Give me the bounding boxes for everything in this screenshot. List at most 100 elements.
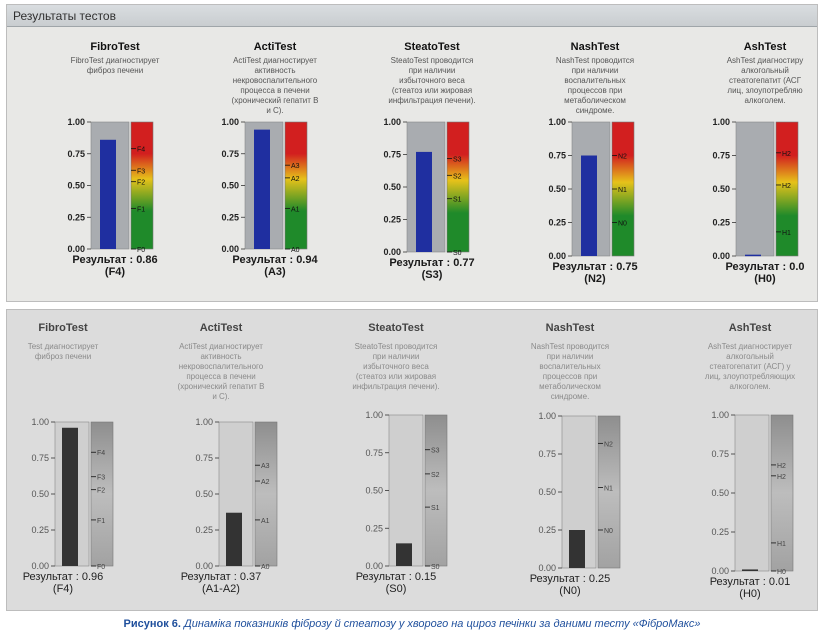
stage-marker-label: N2 — [604, 441, 613, 448]
stage-marker-label: F1 — [137, 206, 145, 213]
y-tick-label: 0.75 — [711, 449, 729, 459]
test-title: FibroTest — [38, 322, 88, 334]
stage-scale — [597, 415, 621, 569]
stage-marker-label: S1 — [453, 197, 462, 204]
y-tick-label: 1.00 — [548, 117, 566, 127]
gauge-chart: A3 A2 A1 A0 0.00 0.25 0.50 0.75 1.00 — [195, 417, 278, 571]
y-tick-label: 0.00 — [711, 566, 729, 576]
stage-marker-label: S1 — [431, 505, 440, 512]
y-tick-label: 0.75 — [712, 151, 730, 161]
results-panel-top: Результаты тестов FibroTest FibroTest диа… — [6, 4, 818, 302]
y-tick-label: 0.75 — [195, 453, 213, 463]
y-tick-label: 0.25 — [712, 218, 730, 228]
test-description: Test диагностирует фиброз печени — [27, 342, 99, 361]
stage-scale — [446, 121, 470, 253]
stage-scale — [770, 414, 794, 572]
y-tick-label: 0.25 — [31, 525, 49, 535]
y-tick-label: 1.00 — [365, 410, 383, 420]
stage-marker-label: H2 — [777, 474, 786, 481]
gauge-chart: A3 A2 A1 A0 0.00 0.25 0.50 0.75 1.00 — [221, 117, 308, 254]
test-description: NashTest проводится при наличии воспалит… — [555, 56, 635, 115]
stage-marker-label: A0 — [261, 564, 270, 571]
test-description: AshTest диагностирует алкогольный стеато… — [704, 342, 796, 391]
stage-marker-label: F4 — [97, 450, 105, 457]
results-panel-bottom: FibroTest Test диагностирует фиброз печен… — [6, 309, 818, 611]
stage-marker-label: N0 — [604, 528, 613, 535]
result-value: Результат : 0.77 — [389, 257, 475, 269]
value-bar — [569, 530, 585, 568]
stage-marker-label: A2 — [291, 176, 300, 183]
y-tick-label: 0.75 — [365, 448, 383, 458]
test-description: FibroTest диагностирует фиброз печени — [70, 56, 160, 75]
result-value: Результат : 0.25 — [529, 573, 611, 585]
gauge-chart: N2 N1 N0 0.00 0.25 0.50 0.75 1.00 — [548, 117, 635, 261]
y-tick-label: 0.25 — [67, 212, 85, 222]
y-tick-label: 0.75 — [67, 149, 85, 159]
y-tick-label: 1.00 — [712, 117, 730, 127]
gauge-chart: H2 H2 H1 0.00 0.25 0.50 0.75 1.00 — [712, 117, 799, 261]
stage-marker-label: S3 — [431, 448, 440, 455]
stage-scale — [284, 121, 308, 250]
y-tick-label: 0.00 — [712, 251, 730, 261]
value-bar — [396, 543, 412, 566]
y-tick-label: 1.00 — [711, 410, 729, 420]
gauge-chart: N2 N1 N0 0.00 0.25 0.50 0.75 1.00 — [538, 411, 621, 573]
stage-marker-label: A2 — [261, 479, 270, 486]
y-tick-label: 0.50 — [538, 487, 556, 497]
gauge-track — [388, 414, 424, 567]
stage-marker-label: F0 — [137, 247, 145, 254]
section-header: Результаты тестов — [7, 5, 817, 27]
test-title: AshTest — [728, 322, 772, 334]
stage-marker-label: F0 — [97, 564, 105, 571]
result-stage: (N0) — [559, 585, 581, 597]
stage-marker-label: F2 — [137, 180, 145, 187]
y-tick-label: 0.50 — [548, 184, 566, 194]
gauge-track — [734, 414, 770, 572]
stage-marker-label: N2 — [618, 154, 627, 161]
y-tick-label: 0.50 — [365, 486, 383, 496]
result-value: Результат : 0.15 — [355, 571, 437, 583]
test-description: AshTest диагностиру алкогольный стеатоге… — [726, 56, 804, 105]
stage-marker-label: A3 — [291, 163, 300, 170]
y-tick-label: 1.00 — [31, 417, 49, 427]
test-title: ActiTest — [199, 322, 243, 334]
stage-marker-label: F1 — [97, 518, 105, 525]
value-bar — [745, 254, 761, 257]
stage-marker-label: H2 — [777, 463, 786, 470]
stage-marker-label: S2 — [431, 472, 440, 479]
stage-marker-label: F2 — [97, 488, 105, 495]
y-tick-label: 0.25 — [195, 525, 213, 535]
value-bar — [226, 512, 242, 566]
y-tick-label: 0.75 — [221, 149, 239, 159]
y-tick-label: 0.50 — [195, 489, 213, 499]
y-tick-label: 0.00 — [67, 244, 85, 254]
test-title: SteatoTest — [368, 322, 424, 334]
y-tick-label: 0.25 — [538, 525, 556, 535]
y-tick-label: 0.50 — [31, 489, 49, 499]
y-tick-label: 0.50 — [383, 182, 401, 192]
value-bar — [100, 139, 116, 249]
caption-label: Рисунок 6. — [123, 618, 181, 630]
test-title: ActiTest — [253, 41, 297, 53]
gauge-chart: F4 F3 F2 F1 F0 0.00 0.25 0.50 0.75 1.00 — [31, 417, 114, 571]
y-tick-label: 0.50 — [712, 184, 730, 194]
stage-marker-label: F3 — [137, 168, 145, 175]
y-tick-label: 1.00 — [383, 117, 401, 127]
value-bar — [581, 155, 597, 256]
y-tick-label: 0.00 — [538, 563, 556, 573]
stage-marker-label: H2 — [782, 183, 791, 190]
stage-marker-label: F3 — [97, 475, 105, 482]
y-tick-label: 1.00 — [67, 117, 85, 127]
gauge-chart: F4 F3 F2 F1 F0 0.00 0.25 0.50 0.75 1.00 — [67, 117, 154, 254]
y-tick-label: 1.00 — [221, 117, 239, 127]
y-tick-label: 0.50 — [67, 181, 85, 191]
stage-scale — [254, 421, 278, 567]
stage-marker-label: H1 — [782, 230, 791, 237]
stage-marker-label: A1 — [261, 518, 270, 525]
result-stage: (F4) — [104, 266, 126, 278]
y-tick-label: 0.00 — [221, 244, 239, 254]
test-description: ActiTest диагностирует активность некров… — [231, 56, 319, 115]
y-tick-label: 0.00 — [383, 247, 401, 257]
result-value: Результат : 0.37 — [180, 571, 262, 583]
y-tick-label: 0.75 — [31, 453, 49, 463]
